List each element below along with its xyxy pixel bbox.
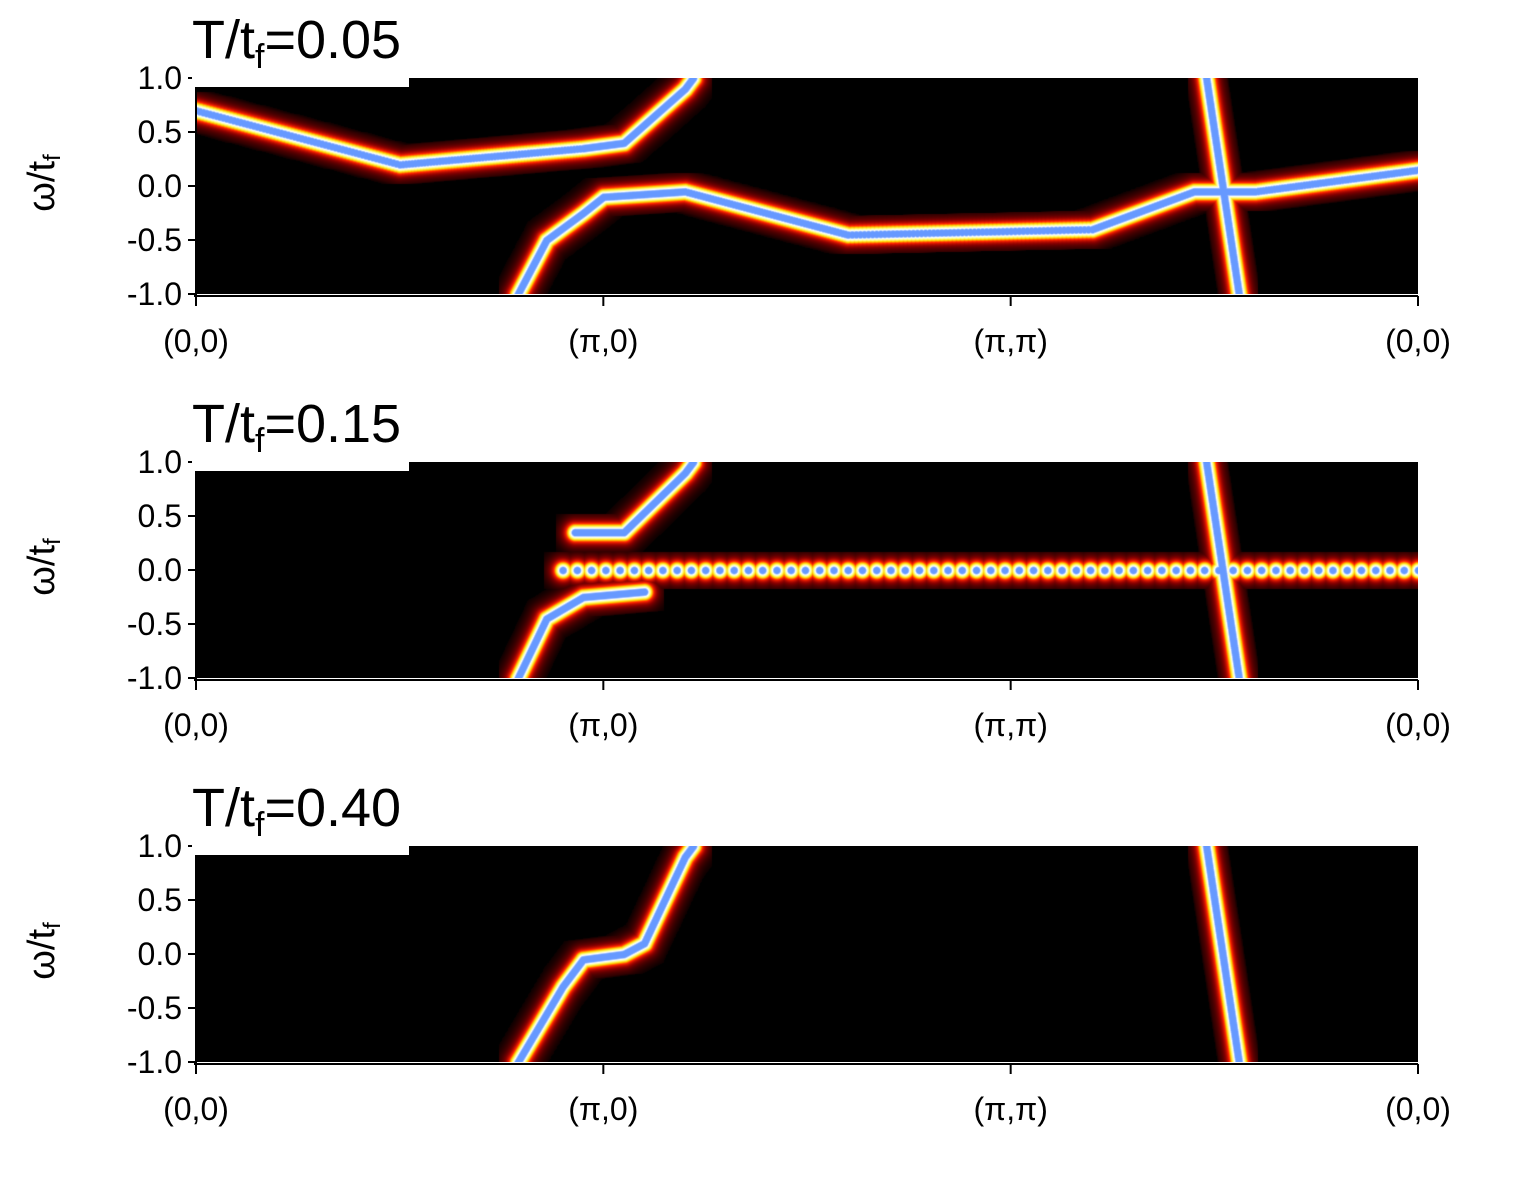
x-tick-label: (π,0) [568, 707, 638, 743]
panel-1: T/tf=0.05 ω/tf 1.0 0.5 0.0 -0.5 -1.0 (0,0) (π,… [0, 10, 1520, 394]
heatmap-canvas [196, 462, 1418, 678]
y-tick-label: 0.5 [138, 114, 182, 150]
y-tick-label: -0.5 [127, 606, 182, 642]
x-tick-label: (π,π) [973, 323, 1047, 359]
x-tick-label: (0,0) [1385, 1091, 1451, 1127]
x-tick-label: (0,0) [163, 323, 229, 359]
panel-title: T/tf=0.15 [192, 394, 410, 471]
title-sub: f [255, 38, 265, 76]
heatmap-canvas [196, 846, 1418, 1062]
panel-3: T/tf=0.40 ω/tf 1.0 0.5 0.0 -0.5 -1.0 (0,0) (π,… [0, 778, 1520, 1162]
y-tick-label: -0.5 [127, 222, 182, 258]
y-tick-label: -1.0 [127, 276, 182, 312]
panel-title: T/tf=0.05 [192, 10, 410, 87]
y-tick-label: 1.0 [138, 60, 182, 96]
y-tick-label: -1.0 [127, 1044, 182, 1080]
heatmap-canvas [196, 78, 1418, 294]
title-sub: f [255, 422, 265, 460]
y-tick-label: -1.0 [127, 660, 182, 696]
axes: 1.0 0.5 0.0 -0.5 -1.0 (0,0) (π,0) (π,π) (0,0) [127, 828, 1451, 1127]
title-value: =0.05 [264, 10, 402, 70]
y-tick-label: -0.5 [127, 990, 182, 1026]
x-tick-label: (π,π) [973, 707, 1047, 743]
title-main: T/t [192, 10, 255, 70]
y-tick-label: 0.5 [138, 498, 182, 534]
x-tick-label: (0,0) [1385, 707, 1451, 743]
y-tick-label: 0.0 [138, 552, 182, 588]
y-tick-label: 1.0 [138, 828, 182, 864]
x-tick-label: (π,0) [568, 1091, 638, 1127]
title-value: =0.40 [264, 778, 402, 838]
x-tick-label: (0,0) [163, 1091, 229, 1127]
title-sub: f [255, 806, 265, 844]
y-tick-label: 1.0 [138, 444, 182, 480]
x-tick-label: (0,0) [163, 707, 229, 743]
x-tick-label: (π,0) [568, 323, 638, 359]
title-main: T/t [192, 778, 255, 838]
panel-title: T/tf=0.40 [192, 778, 410, 855]
x-tick-label: (0,0) [1385, 323, 1451, 359]
panel-2: T/tf=0.15 ω/tf 1.0 0.5 0.0 -0.5 -1.0 (0,0) (π,… [0, 394, 1520, 778]
title-value: =0.15 [264, 394, 402, 454]
y-tick-label: 0.5 [138, 882, 182, 918]
x-tick-label: (π,π) [973, 1091, 1047, 1127]
y-tick-label: 0.0 [138, 168, 182, 204]
title-main: T/t [192, 394, 255, 454]
y-tick-label: 0.0 [138, 936, 182, 972]
axes: 1.0 0.5 0.0 -0.5 -1.0 (0,0) (π,0) (π,π) (0,0) [127, 444, 1451, 743]
axes: 1.0 0.5 0.0 -0.5 -1.0 (0,0) (π,0) (π,π) (0,0) [127, 60, 1451, 359]
